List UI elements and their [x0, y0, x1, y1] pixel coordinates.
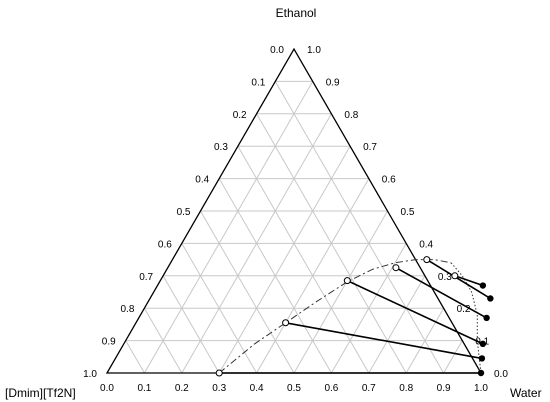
grid-lines — [125, 80, 463, 374]
filled-circle-point — [477, 369, 485, 377]
grid-line-ionic-liquid — [200, 210, 295, 374]
tick-label-bottom: 0.8 — [399, 383, 413, 394]
tick-label-left: 0.6 — [158, 239, 172, 250]
tick-label-bottom: 0.5 — [287, 383, 301, 394]
tick-label-left: 0.7 — [139, 272, 153, 283]
tick-label-right: 1.0 — [307, 45, 321, 56]
tick-label-bottom: 0.4 — [250, 383, 264, 394]
grid-line-water — [293, 210, 388, 374]
tick-label-bottom: 0.1 — [137, 383, 151, 394]
tick-label-bottom: 1.0 — [474, 383, 488, 394]
filled-circle-point — [479, 282, 487, 289]
tick-label-right: 0.4 — [419, 239, 433, 250]
tie-line — [426, 258, 491, 300]
open-circle-point — [423, 256, 431, 264]
open-circle-point — [343, 277, 351, 285]
tie-lines — [219, 258, 491, 374]
grid-line-ionic-liquid — [237, 145, 370, 374]
tick-label-right: 0.0 — [494, 369, 508, 380]
open-circle-point — [451, 272, 459, 280]
open-circle-point — [282, 319, 290, 327]
tick-label-left: 0.2 — [233, 110, 247, 121]
grid-line-ionic-liquid — [274, 81, 445, 374]
tick-label-left: 0.8 — [120, 304, 134, 315]
tick-label-right: 0.3 — [438, 272, 452, 283]
tie-line — [285, 321, 483, 360]
tick-label-left: 1.0 — [83, 369, 97, 380]
tick-label-bottom: 0.2 — [175, 383, 189, 394]
open-circle-point — [392, 264, 400, 272]
tick-label-right: 0.8 — [344, 110, 358, 121]
grid-line-water — [443, 340, 463, 374]
vertex-label-left: [Dmim][Tf2N] — [5, 386, 76, 400]
open-circle-point — [215, 369, 223, 377]
vertex-label-top: Ethanol — [276, 6, 317, 20]
tie-line — [395, 267, 487, 319]
binodal-curves — [218, 259, 482, 374]
data-markers — [215, 256, 494, 377]
tick-label-bottom: 0.9 — [437, 383, 451, 394]
grid-line-water — [368, 275, 426, 374]
grid-line-water — [405, 307, 445, 374]
tick-label-right: 0.6 — [382, 175, 396, 186]
grid-line-ionic-liquid — [181, 243, 258, 374]
filled-circle-point — [483, 314, 490, 322]
tick-label-bottom: 0.3 — [212, 383, 226, 394]
tick-label-left: 0.3 — [214, 142, 228, 153]
filled-circle-point — [479, 340, 487, 348]
filled-circle-point — [478, 355, 486, 362]
tick-label-right: 0.7 — [363, 142, 377, 153]
grid-line-ionic-liquid — [143, 307, 183, 374]
tick-label-bottom: 0.0 — [100, 383, 114, 394]
binodal-curve-left — [218, 259, 452, 374]
vertex-labels: Ethanol [Dmim][Tf2N] Water — [5, 6, 542, 400]
tick-label-left: 0.0 — [270, 45, 284, 56]
tick-label-left: 0.5 — [177, 207, 191, 218]
tie-line — [454, 275, 484, 287]
tick-label-right: 0.2 — [457, 304, 471, 315]
tick-label-left: 0.9 — [102, 337, 116, 348]
grid-line-ionic-liquid — [125, 340, 145, 374]
grid-line-water — [143, 81, 314, 374]
tick-label-right: 0.5 — [401, 207, 415, 218]
tie-line — [346, 279, 484, 345]
tick-label-left: 0.1 — [251, 77, 265, 88]
tick-labels: 0.00.0 1.00.10.1 0.90.20.2 0.80.30.3 0.70.40… — [83, 45, 508, 394]
tick-label-right: 0.9 — [326, 77, 340, 88]
grid-line-water — [218, 145, 351, 374]
tick-label-bottom: 0.6 — [324, 383, 338, 394]
tick-label-left: 0.4 — [195, 175, 209, 186]
grid-line-ionic-liquid — [162, 275, 220, 374]
vertex-label-right: Water — [510, 386, 542, 400]
tick-label-bottom: 0.7 — [362, 383, 376, 394]
filled-circle-point — [487, 295, 494, 302]
